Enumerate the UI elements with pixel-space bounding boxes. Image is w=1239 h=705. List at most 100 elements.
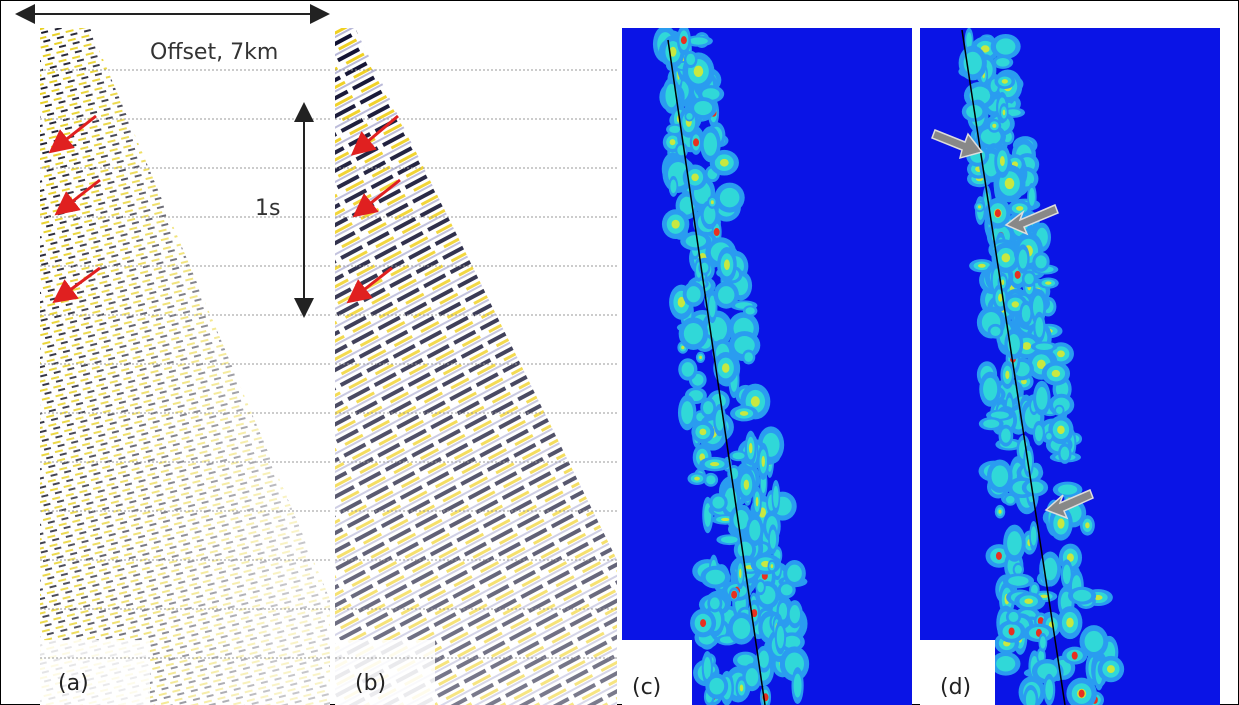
blob <box>1062 564 1071 585</box>
blob <box>761 455 765 467</box>
blob <box>709 677 725 695</box>
blob <box>1055 406 1063 414</box>
blob <box>669 125 681 134</box>
blob <box>776 625 785 649</box>
blob <box>691 173 699 182</box>
time-label: 1s <box>255 196 280 221</box>
blob <box>1037 663 1058 680</box>
blob <box>773 485 779 509</box>
blob <box>686 53 696 65</box>
blob <box>977 205 982 209</box>
blob <box>1035 255 1047 269</box>
blob <box>745 668 759 687</box>
blob <box>1045 679 1054 700</box>
blob <box>694 476 700 481</box>
blob <box>1007 531 1022 556</box>
blob <box>681 345 685 350</box>
blob <box>713 228 720 237</box>
panel-label: (b) <box>355 671 386 696</box>
blob <box>1035 343 1053 350</box>
grey-arrows <box>931 129 1094 520</box>
blob <box>1025 690 1036 705</box>
blob <box>693 65 704 77</box>
label-bg <box>140 35 310 67</box>
blob <box>1036 359 1046 369</box>
blob <box>996 656 1016 672</box>
blob <box>994 209 1001 218</box>
blob <box>1028 187 1035 206</box>
blob <box>991 465 1009 488</box>
blob <box>693 138 700 147</box>
blob <box>1024 598 1033 604</box>
blob <box>1014 270 1021 279</box>
blob <box>1008 627 1015 636</box>
blob <box>751 609 758 618</box>
blob <box>770 564 774 569</box>
blob <box>670 179 677 194</box>
blob <box>978 263 986 268</box>
blob <box>778 602 788 620</box>
panel-a <box>40 28 330 705</box>
blob <box>669 46 677 57</box>
blob <box>758 650 769 668</box>
blob <box>680 36 687 45</box>
blob <box>720 536 738 544</box>
red-arrows <box>48 114 401 304</box>
blob <box>1008 611 1019 622</box>
blob <box>686 113 693 120</box>
blob <box>769 529 777 549</box>
blob <box>990 411 1009 419</box>
blob <box>679 196 695 215</box>
blob <box>723 259 730 271</box>
blob <box>1057 350 1065 358</box>
blob <box>733 510 749 530</box>
time-lines <box>40 69 617 659</box>
blob <box>700 619 707 628</box>
blob <box>757 581 764 593</box>
blob <box>708 295 716 318</box>
blob <box>983 377 998 401</box>
blob <box>1078 689 1085 698</box>
blob <box>703 132 718 156</box>
trend-line <box>667 39 766 705</box>
blob <box>1011 301 1019 308</box>
blob <box>1060 446 1070 461</box>
blob <box>1001 79 1008 84</box>
blob <box>1024 273 1034 285</box>
blob <box>1040 636 1046 649</box>
blob <box>996 57 1010 67</box>
blob <box>677 296 686 308</box>
blob <box>1051 369 1061 378</box>
blob <box>732 452 745 460</box>
blob <box>744 352 753 362</box>
blob <box>721 363 730 373</box>
blob <box>665 83 678 108</box>
blob <box>1030 526 1037 546</box>
blob <box>780 584 793 596</box>
semblance-d <box>958 28 1125 705</box>
blob <box>1040 594 1049 599</box>
blob <box>783 635 801 649</box>
blob <box>1066 617 1074 628</box>
blob <box>1014 565 1022 575</box>
blob <box>703 205 716 225</box>
blob <box>1071 651 1078 660</box>
blob <box>1057 484 1078 495</box>
blob <box>705 569 726 585</box>
blob <box>703 656 711 680</box>
blob <box>969 86 991 105</box>
blob <box>789 605 801 624</box>
blob <box>699 355 702 360</box>
blob <box>1072 589 1092 602</box>
blob <box>1106 665 1115 674</box>
blob <box>750 396 760 407</box>
blob <box>671 219 680 229</box>
panel-label: (d) <box>940 675 971 700</box>
blob <box>990 326 1001 336</box>
blob <box>669 139 676 146</box>
blob <box>686 286 701 303</box>
blob <box>793 673 802 698</box>
blob <box>1008 576 1029 586</box>
blob <box>1026 481 1044 494</box>
blob <box>1022 342 1032 350</box>
